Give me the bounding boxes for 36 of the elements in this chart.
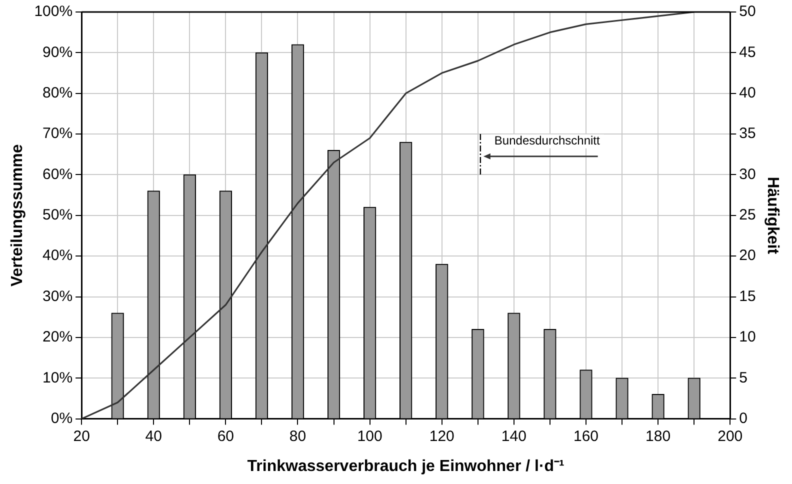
y-axis-title: Verteilungssumme [9,144,26,287]
x-tick-label: 120 [429,428,454,445]
y2-tick-label: 15 [739,288,756,305]
y-tick-label: 70% [42,125,73,142]
y2-tick-label: 25 [739,206,756,224]
x-tick-label: 40 [145,428,162,445]
y2-tick-label: 50 [739,3,756,20]
x-tick-label: 60 [217,428,234,445]
x-tick-label: 180 [646,428,671,445]
x-tick-label: 200 [718,428,743,445]
y-tick-label: 60% [42,166,73,183]
y2-tick-label: 45 [739,44,756,61]
y-tick-label: 0% [50,410,73,427]
y2-tick-label: 35 [739,125,756,142]
y2-tick-label: 5 [739,369,748,386]
y2-tick-label: 40 [739,84,756,102]
y2-tick-label: 20 [739,247,756,264]
y-tick-label: 80% [42,84,73,102]
y2-tick-label: 10 [739,328,756,346]
y-tick-label: 90% [42,44,73,61]
annotation: Bundesdurchschnitt [494,134,600,148]
x-tick-label: 100 [357,428,382,445]
y-tick-label: 30% [42,288,73,305]
x-tick-label: 160 [573,428,599,445]
x-axis-title: Trinkwasserverbrauch je Einwohner / l·d⁻¹ [247,458,564,475]
y-tick-label: 40% [42,247,73,264]
y-tick-label: 100% [34,3,73,20]
y-tick-label: 50% [42,206,73,224]
x-tick-label: 80 [289,428,306,445]
y2-tick-label: 30 [739,166,756,183]
y2-axis-title: Häufigkeit [764,176,781,255]
x-tick-label: 140 [501,428,526,445]
x-tick-label: 20 [73,428,90,445]
y2-tick-label: 0 [739,410,748,427]
y-tick-label: 20% [42,328,73,346]
y-tick-label: 10% [42,369,73,386]
